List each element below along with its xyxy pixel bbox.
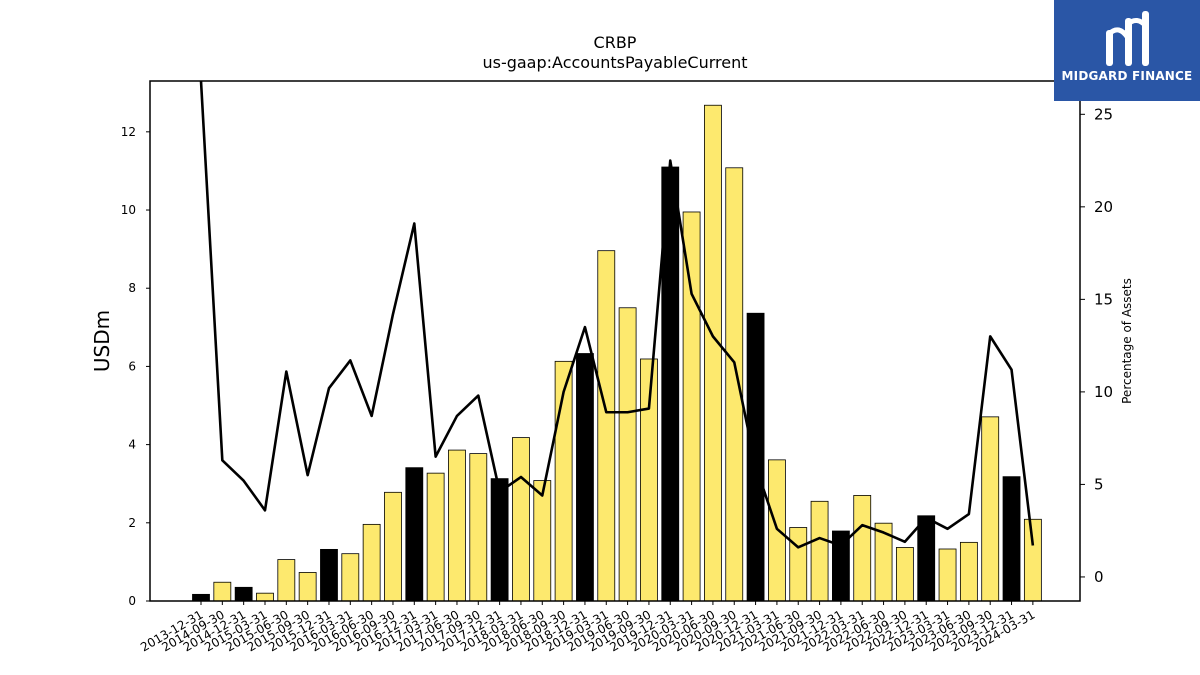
bar	[192, 593, 210, 602]
bar	[1023, 518, 1042, 602]
bar	[234, 586, 253, 602]
bar	[277, 559, 296, 602]
bar	[704, 104, 722, 602]
bar	[533, 480, 552, 602]
bar	[746, 312, 765, 602]
bar	[618, 307, 637, 602]
y2-tick-label: 0	[1094, 568, 1104, 586]
bar	[426, 472, 445, 602]
bar	[853, 495, 872, 602]
chart-subtitle: us-gaap:AccountsPayableCurrent	[482, 53, 747, 72]
y-axis-ticks: 0 2 4 6 8 10 12	[121, 125, 150, 608]
bar	[938, 548, 957, 602]
bar	[256, 592, 274, 602]
bar	[341, 553, 360, 602]
bar	[490, 478, 509, 602]
bar	[576, 353, 594, 602]
bar	[384, 491, 402, 602]
y2-tick-label: 10	[1094, 383, 1113, 401]
logo-text: MIDGARD FINANCE	[1061, 69, 1193, 83]
bar	[512, 437, 530, 602]
bar	[597, 250, 616, 602]
y2-tick-label: 25	[1094, 105, 1113, 123]
y2-tick-label: 20	[1094, 198, 1113, 216]
y-tick-label: 2	[128, 516, 136, 530]
chart-title: CRBP	[594, 33, 637, 52]
y-tick-label: 12	[121, 125, 136, 139]
bar	[917, 515, 936, 602]
y-tick-label: 6	[128, 359, 136, 373]
percentage-line	[199, 80, 1035, 549]
y-tick-label: 8	[128, 281, 136, 295]
y2-tick-label: 15	[1094, 290, 1113, 308]
y2-tick-label: 5	[1094, 475, 1104, 493]
plot-frame	[149, 80, 1081, 602]
bar	[810, 500, 829, 602]
bar	[725, 167, 744, 602]
x-axis-ticks: 2013-12-312014-09-302014-12-312015-03-31…	[138, 601, 1037, 654]
logo-mark-icon	[1106, 11, 1149, 66]
bar	[448, 449, 466, 602]
y2-axis-label: Percentage of Assets	[1120, 278, 1134, 404]
y-tick-label: 4	[128, 438, 136, 452]
bar	[213, 581, 232, 602]
bar	[895, 547, 914, 602]
y-tick-label: 10	[121, 203, 136, 217]
y2-axis-ticks: 0 5 10 15 20 25	[1080, 105, 1113, 586]
bar	[1002, 476, 1021, 602]
bar	[405, 467, 424, 602]
bar	[959, 541, 978, 602]
bar	[320, 548, 338, 602]
y-axis-label: USDm	[90, 310, 114, 372]
bars-group	[192, 104, 1042, 602]
midgard-finance-logo: MIDGARD FINANCE	[1054, 0, 1200, 101]
bar	[469, 453, 488, 602]
y-tick-label: 0	[128, 594, 136, 608]
bar	[981, 416, 1000, 602]
bar	[362, 523, 381, 602]
bar	[682, 211, 701, 602]
bar	[298, 572, 317, 602]
bar	[789, 527, 808, 602]
